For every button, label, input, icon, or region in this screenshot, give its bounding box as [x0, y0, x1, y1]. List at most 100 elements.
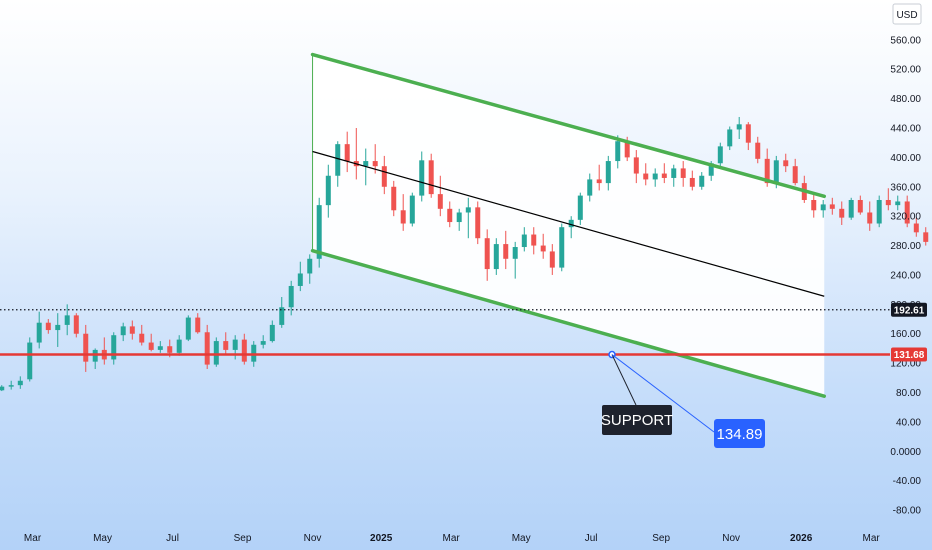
candle[interactable]: [904, 195, 910, 228]
candle[interactable]: [111, 332, 117, 365]
candle[interactable]: [867, 201, 873, 231]
candle[interactable]: [540, 233, 546, 259]
candle[interactable]: [876, 195, 882, 228]
candle-body[interactable]: [372, 161, 378, 167]
candle[interactable]: [913, 217, 919, 237]
candle-body[interactable]: [269, 324, 275, 342]
candle-body[interactable]: [503, 244, 509, 259]
candle[interactable]: [223, 332, 229, 355]
candle[interactable]: [101, 337, 107, 365]
candle[interactable]: [381, 155, 387, 195]
candle-body[interactable]: [773, 160, 779, 184]
candle[interactable]: [213, 337, 219, 367]
candle[interactable]: [755, 136, 761, 164]
candle-body[interactable]: [512, 247, 518, 259]
candle[interactable]: [185, 315, 191, 342]
candle[interactable]: [437, 175, 443, 217]
candle[interactable]: [699, 172, 705, 190]
candle[interactable]: [335, 141, 341, 187]
drawing-lines-layer[interactable]: [0, 52, 890, 398]
candle[interactable]: [605, 155, 611, 191]
candle-body[interactable]: [83, 333, 89, 362]
candle[interactable]: [484, 229, 490, 281]
candle-body[interactable]: [745, 124, 751, 143]
candle-body[interactable]: [27, 342, 33, 380]
candle[interactable]: [689, 170, 695, 191]
candle-body[interactable]: [279, 307, 285, 325]
candle-body[interactable]: [643, 173, 649, 180]
candle[interactable]: [204, 324, 210, 370]
candle[interactable]: [55, 313, 61, 347]
candle[interactable]: [549, 244, 555, 275]
candle-body[interactable]: [204, 332, 210, 365]
candle-body[interactable]: [456, 212, 462, 223]
candle-body[interactable]: [363, 161, 369, 167]
candle-body[interactable]: [904, 201, 910, 224]
candle-body[interactable]: [605, 161, 611, 184]
candle-body[interactable]: [876, 199, 882, 224]
candle[interactable]: [745, 122, 751, 151]
candle-body[interactable]: [241, 339, 247, 362]
candle-body[interactable]: [391, 186, 397, 211]
candle[interactable]: [316, 197, 322, 268]
candle[interactable]: [419, 151, 425, 202]
candle[interactable]: [465, 197, 471, 239]
candle-body[interactable]: [820, 204, 826, 211]
candle[interactable]: [643, 163, 649, 186]
candle-body[interactable]: [689, 177, 695, 187]
candle[interactable]: [783, 153, 789, 173]
candle[interactable]: [531, 227, 537, 255]
candle-body[interactable]: [232, 339, 238, 350]
candle-body[interactable]: [447, 208, 453, 223]
candle-body[interactable]: [129, 326, 135, 334]
candle[interactable]: [736, 116, 742, 140]
candle-body[interactable]: [223, 341, 229, 350]
candle-body[interactable]: [344, 144, 350, 162]
candle-body[interactable]: [167, 346, 173, 353]
candle-body[interactable]: [680, 168, 686, 178]
candle-body[interactable]: [811, 199, 817, 211]
candle-body[interactable]: [475, 207, 481, 239]
candle[interactable]: [428, 153, 434, 198]
candle-body[interactable]: [727, 129, 733, 147]
candle-body[interactable]: [251, 344, 257, 362]
candle[interactable]: [269, 320, 275, 343]
candle[interactable]: [307, 254, 313, 284]
candle[interactable]: [120, 322, 126, 342]
candle[interactable]: [447, 201, 453, 228]
candle[interactable]: [456, 208, 462, 231]
candle[interactable]: [680, 161, 686, 187]
candle[interactable]: [923, 227, 929, 246]
candle-body[interactable]: [521, 234, 527, 248]
candle-body[interactable]: [288, 285, 294, 308]
candle-body[interactable]: [895, 201, 901, 206]
candle-body[interactable]: [335, 144, 341, 176]
candle[interactable]: [857, 195, 863, 215]
candle-body[interactable]: [325, 175, 331, 206]
candle-body[interactable]: [783, 160, 789, 167]
channel-midline[interactable]: [312, 150, 825, 297]
candle-body[interactable]: [755, 142, 761, 159]
channel-upper-line[interactable]: [310, 52, 826, 199]
candle-body[interactable]: [307, 258, 313, 274]
candle-body[interactable]: [64, 315, 70, 325]
candle-body[interactable]: [913, 223, 919, 233]
candle-body[interactable]: [633, 157, 639, 174]
candle-body[interactable]: [764, 158, 770, 184]
candle-body[interactable]: [540, 245, 546, 252]
candle-body[interactable]: [419, 160, 425, 196]
candle[interactable]: [279, 296, 285, 328]
candle[interactable]: [521, 227, 527, 252]
candle[interactable]: [232, 335, 238, 360]
candle[interactable]: [241, 333, 247, 365]
candle-body[interactable]: [139, 333, 145, 343]
candle-body[interactable]: [484, 238, 490, 270]
candle[interactable]: [568, 216, 574, 239]
candle-body[interactable]: [792, 166, 798, 184]
candle-body[interactable]: [699, 175, 705, 187]
candle-body[interactable]: [596, 179, 602, 184]
candle-body[interactable]: [36, 322, 42, 343]
candle-body[interactable]: [867, 212, 873, 224]
candle-body[interactable]: [260, 341, 266, 345]
candle[interactable]: [848, 197, 854, 220]
